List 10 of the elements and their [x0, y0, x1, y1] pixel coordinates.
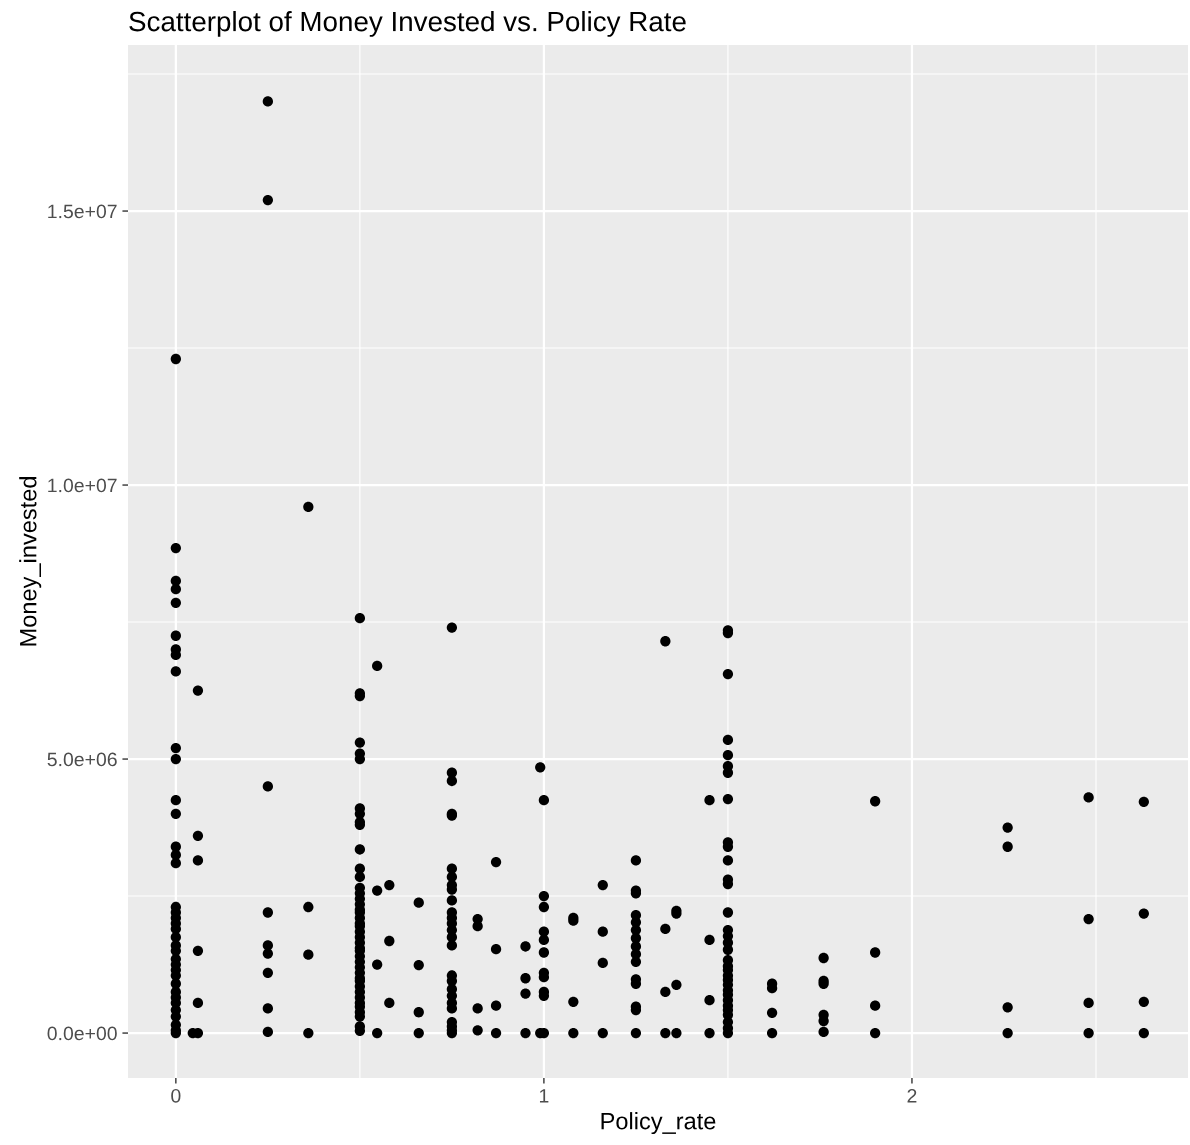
x-tick-label: 1: [539, 1089, 549, 1103]
x-tick-label: 2: [907, 1088, 917, 1103]
y-axis-title: Money_invested: [19, 477, 42, 646]
chart-title: Scatterplot of Money Invested vs. Policy Rate: [129, 10, 686, 37]
y-tick-label: 0.0e+00: [47, 1026, 117, 1041]
y-tick-label: 1.5e+07: [48, 204, 117, 219]
x-tick-label: 0: [171, 1088, 181, 1103]
y-tick-label: 5.0e+06: [47, 752, 117, 767]
y-tick-label: 1.0e+07: [48, 478, 117, 493]
x-axis-title: Policy_rate: [601, 1112, 716, 1135]
